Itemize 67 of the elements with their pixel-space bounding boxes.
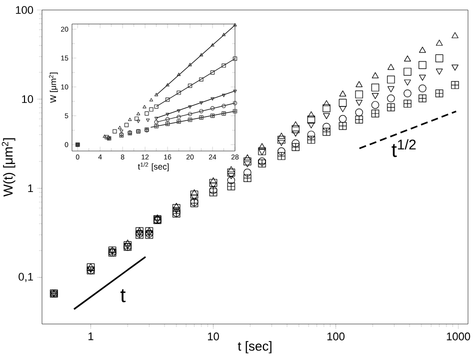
point [176,109,181,113]
point [176,72,181,76]
point [136,112,140,116]
x-axis-title: t$^{1/2}$ [sec] [138,162,169,172]
point [210,106,215,110]
point [154,116,158,120]
point [188,105,192,109]
y-axis-title: W(t) [μm$^{2}$] [2,138,16,197]
annotation: t [120,289,126,302]
point [124,122,129,128]
point [210,43,214,47]
point [134,116,139,121]
x-tick-label: 1000 [446,332,470,340]
point [233,23,237,26]
point [199,101,204,105]
point [222,111,226,116]
point [149,98,154,102]
point [199,77,204,82]
point [166,112,170,116]
point [136,120,140,124]
point [199,115,204,120]
point [210,114,215,118]
point [176,90,181,95]
point [146,118,150,122]
point [199,53,204,56]
point [118,126,122,130]
point [154,104,158,109]
annotation: t$^{1/2}$ [392,139,416,158]
y-tick-label: 0,1 [18,272,33,282]
point [165,122,170,126]
point [188,62,192,66]
y-tick-label: 10 [22,95,34,104]
point [128,118,132,122]
point [154,92,158,96]
point [232,100,238,106]
point [188,84,192,88]
point [165,117,170,122]
point [188,118,192,122]
point [104,135,109,140]
point [165,98,170,102]
y-tick-label: 1 [28,184,33,192]
point [188,112,192,116]
point [142,105,146,108]
point [233,90,237,94]
point [176,114,181,120]
point [232,56,238,61]
point [176,119,181,124]
point [149,107,154,112]
y-axis-title: W [μm$^{2}$] [49,72,58,103]
point [154,124,158,128]
point [210,97,214,101]
x-axis-title: t [sec] [238,341,272,354]
point [166,83,170,86]
point [222,63,226,68]
point [144,111,149,116]
x-tick-label: 100 [327,332,345,340]
point [222,32,226,36]
point [199,109,204,114]
point [222,104,226,108]
point [210,70,215,75]
x-tick-label: 1 [88,332,94,340]
point [232,109,238,114]
point [112,129,117,134]
y-tick-label: 100 [16,6,34,14]
point [102,134,106,138]
x-tick-label: 10 [208,332,219,340]
point [222,94,226,98]
